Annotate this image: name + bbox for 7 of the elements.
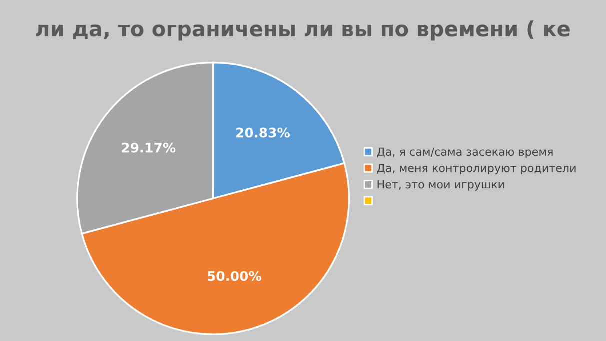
data-label: 29.17% <box>122 142 176 153</box>
legend-label: Да, я сам/сама засекаю время <box>377 148 553 158</box>
chart-title: ли да, то ограничены ли вы по времени ( ке <box>36 20 570 41</box>
legend-label: Да, меня контролируют родители <box>377 164 576 175</box>
data-label: 50.00% <box>208 271 262 282</box>
legend-label: Нет, это мои игрушки <box>378 180 504 191</box>
data-label: 20.83% <box>236 128 290 138</box>
